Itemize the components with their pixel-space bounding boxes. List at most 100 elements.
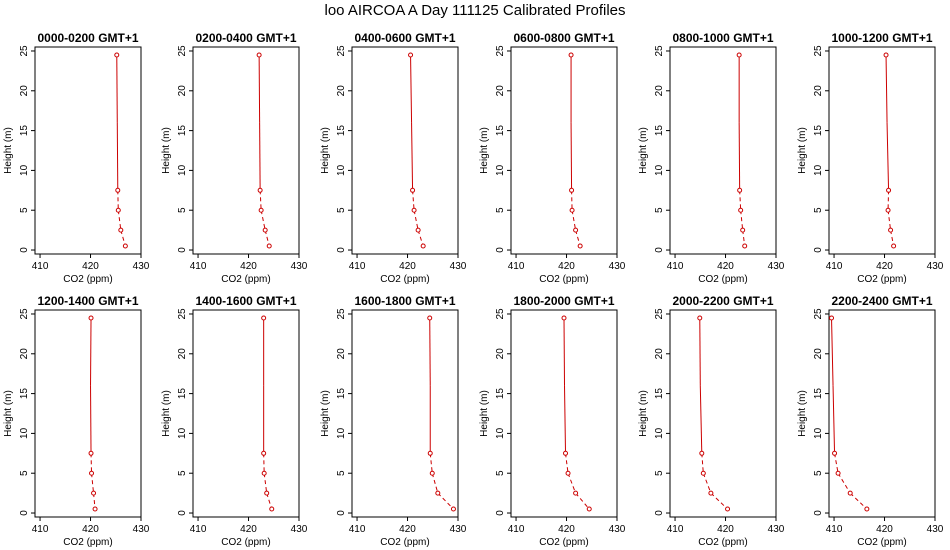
profile-segment: [739, 190, 742, 211]
profile-point: [257, 187, 263, 193]
y-axis-label: Height (m): [638, 127, 649, 174]
panel-title: 1200-1400 GMT+1: [37, 294, 138, 308]
profile-point: [429, 470, 435, 476]
panel-11: 2000-2200 GMT+1 410 420 430 0 5 10 15 20 25 CO2 (p…: [638, 294, 785, 548]
profile-point: [573, 227, 579, 233]
x-tick-label: 410: [349, 524, 366, 535]
panel-frame: [669, 46, 777, 255]
y-tick-label: 15: [336, 125, 347, 137]
x-tick-label: 430: [609, 261, 626, 272]
x-axis-label: CO2 (ppm): [221, 537, 270, 548]
y-tick-label: 25: [177, 45, 188, 57]
y-axis-label: Height (m): [320, 127, 331, 174]
y-tick-label: 5: [654, 207, 665, 213]
y-tick-label: 20: [19, 85, 30, 97]
y-axis-label: Height (m): [320, 390, 331, 437]
y-tick-label: 15: [495, 125, 506, 137]
y-tick-label: 15: [495, 388, 506, 400]
profile-segment: [699, 385, 703, 454]
profile-segment: [431, 473, 439, 494]
panel-frame: [828, 46, 936, 255]
profile-segment: [832, 385, 836, 454]
profile-point: [410, 187, 416, 193]
profile-point: [122, 243, 128, 249]
y-tick-label: 0: [813, 510, 824, 516]
x-axis-label: CO2 (ppm): [539, 537, 588, 548]
profile-segment: [263, 453, 265, 474]
profile-point: [742, 243, 748, 249]
y-tick-label: 5: [495, 207, 506, 213]
x-axis-label: CO2 (ppm): [698, 274, 747, 285]
profile-segment: [738, 122, 741, 191]
profile-segment: [258, 54, 261, 123]
profile-point: [261, 450, 267, 456]
panel-title: 1800-2000 GMT+1: [513, 294, 614, 308]
panel-title: 2200-2400 GMT+1: [831, 294, 932, 308]
profile-segment: [260, 210, 266, 231]
profile-segment: [742, 230, 746, 247]
profile-segment: [740, 210, 744, 231]
y-tick-label: 15: [19, 125, 30, 137]
profile-segment: [90, 317, 92, 386]
y-tick-label: 25: [495, 45, 506, 57]
y-tick-label: 0: [495, 510, 506, 516]
panel-frame: [828, 309, 936, 518]
profile-point: [586, 506, 592, 512]
y-tick-label: 0: [19, 510, 30, 516]
y-tick-label: 5: [336, 470, 347, 476]
profile-point: [420, 243, 426, 249]
y-tick-label: 25: [19, 308, 30, 320]
x-axis-label: CO2 (ppm): [221, 274, 270, 285]
panel-8: 1400-1600 GMT+1 410 420 430 0 5 10 15 20 25 CO2 (p…: [161, 294, 308, 548]
y-tick-label: 0: [336, 510, 347, 516]
y-axis-label: Height (m): [797, 390, 808, 437]
profile-point: [115, 207, 121, 213]
profile-segment: [120, 229, 126, 247]
panel-9: 1600-1800 GMT+1 410 420 430 0 5 10 15 20 25 CO2 (p…: [320, 294, 467, 548]
profile-segment: [417, 229, 424, 247]
profile-point: [266, 243, 272, 249]
y-tick-label: 0: [813, 247, 824, 253]
x-tick-label: 420: [399, 261, 416, 272]
y-tick-label: 5: [495, 470, 506, 476]
y-tick-label: 5: [336, 207, 347, 213]
profile-point: [725, 506, 731, 512]
profile-segment: [116, 54, 118, 123]
x-tick-label: 410: [826, 261, 843, 272]
x-tick-label: 410: [349, 261, 366, 272]
profile-point: [565, 470, 571, 476]
y-tick-label: 15: [654, 125, 665, 137]
y-tick-label: 0: [177, 510, 188, 516]
y-tick-label: 5: [177, 207, 188, 213]
profile-segment: [90, 385, 92, 454]
profile-point: [415, 227, 421, 233]
y-tick-label: 5: [19, 207, 30, 213]
y-tick-label: 5: [19, 470, 30, 476]
y-tick-label: 10: [654, 427, 665, 439]
profile-segment: [575, 492, 590, 510]
x-axis-label: CO2 (ppm): [380, 274, 429, 285]
y-tick-label: 20: [495, 348, 506, 360]
x-tick-label: 430: [133, 261, 150, 272]
x-tick-label: 410: [190, 261, 207, 272]
profile-segment: [570, 122, 573, 191]
panel-title: 0000-0200 GMT+1: [37, 31, 138, 45]
profile-segment: [564, 385, 567, 454]
profile-point: [736, 52, 742, 58]
profile-segment: [264, 229, 270, 247]
panel-frame: [351, 309, 459, 518]
profile-segment: [563, 317, 566, 386]
y-tick-label: 0: [19, 247, 30, 253]
profile-segment: [116, 122, 119, 191]
profile-point: [740, 227, 746, 233]
profile-segment: [887, 210, 892, 231]
x-tick-label: 430: [291, 261, 308, 272]
x-tick-label: 410: [667, 261, 684, 272]
panel-12: 2200-2400 GMT+1 410 420 430 0 5 10 15 20 25 CO2 (p…: [797, 294, 944, 548]
y-axis-label: Height (m): [479, 127, 490, 174]
profile-point: [408, 52, 414, 58]
profile-point: [561, 315, 567, 321]
profile-segment: [413, 210, 419, 231]
y-tick-label: 10: [654, 164, 665, 176]
y-tick-label: 0: [654, 510, 665, 516]
